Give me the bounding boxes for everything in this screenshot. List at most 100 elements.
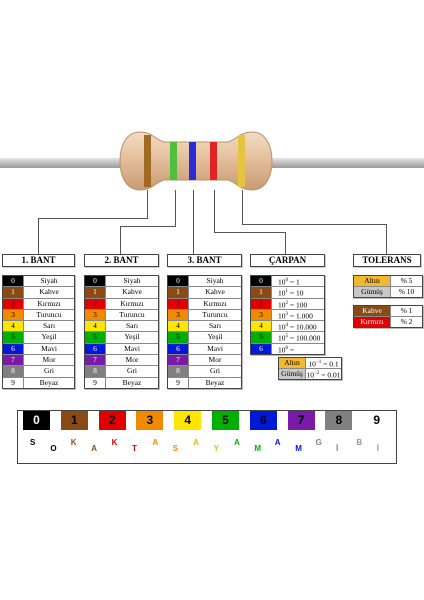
mnemonic-letter: S [30, 438, 36, 447]
table-row: 4 Sarı [85, 321, 158, 333]
digit-cell: 2 [98, 411, 126, 430]
multiplier-table: 0 100 = 1 1 101 = 10 2 102 = 100 3 103 = 1.000 4… [250, 275, 325, 365]
resistor-body [119, 131, 273, 191]
table-row: 2 Kırmızı [3, 298, 74, 310]
connector-2h [120, 226, 176, 227]
multiplier-title: ÇARPAN [250, 254, 325, 267]
color-name: Mor [125, 355, 139, 365]
color-name: Kahve [39, 287, 59, 297]
table-row: 1 Kahve [85, 287, 158, 299]
color-swatch: 5 [3, 332, 24, 343]
color-swatch: 0 [251, 276, 272, 287]
color-name: Turuncu [119, 309, 145, 319]
table-row: 2 102 = 100 [251, 298, 324, 310]
color-name: Sarı [125, 321, 139, 331]
digit-cell: 1 [60, 411, 88, 430]
connector-4v [285, 232, 286, 254]
mnemonic-letter: T [132, 444, 137, 453]
table-row: 9 Beyaz [85, 377, 158, 388]
color-swatch: 1 [168, 287, 189, 298]
table-row: 6 Mavi [168, 343, 241, 356]
mnemonic-letter: A [274, 438, 281, 447]
color-name: Yeşil [124, 332, 140, 342]
table-row: 7 Mor [85, 355, 158, 367]
band-green [170, 142, 177, 180]
table-row: 5 Yeşil [168, 332, 241, 344]
digit-cell: 8 [325, 411, 353, 430]
color-swatch: 4 [251, 321, 272, 332]
table-row: 5 105 = 100.000 [251, 332, 324, 344]
table-row: 4 Sarı [168, 321, 241, 333]
table-row: 0 100 = 1 [251, 276, 324, 288]
table-row: 8 Gri [168, 366, 241, 378]
color-swatch: 3 [251, 309, 272, 321]
table-row: 7 Mor [3, 355, 74, 367]
digit-cell: 7 [287, 411, 315, 430]
table-row: 0 Siyah [168, 276, 241, 288]
digit-cell: 0 [23, 411, 50, 430]
color-name: Mor [208, 355, 222, 365]
digit-cell: 4 [174, 411, 202, 430]
legend-label: Gümüş [279, 369, 306, 379]
tolerance-table-1: Altın % 5 Gümüş % 10 [353, 275, 423, 298]
table-row: 8 Gri [85, 366, 158, 378]
multiplier-value: 100 = 1 [278, 277, 300, 287]
table-row: Gümüş % 10 [354, 287, 422, 297]
color-swatch: 0 [85, 276, 106, 287]
mnemonic-letter: A [234, 438, 240, 447]
table-row: 3 103 = 1.000 [251, 309, 324, 322]
table-row: 8 Gri [3, 366, 74, 378]
color-swatch: 3 [168, 309, 189, 321]
band-brown [144, 135, 151, 187]
color-name: Gri [210, 366, 220, 376]
color-swatch: 7 [3, 355, 24, 366]
band-red [210, 142, 217, 180]
table-row: 2 Kırmızı [85, 298, 158, 310]
table-row: Altın 10−1 = 0.1 [279, 358, 341, 369]
color-name: Mavi [41, 343, 57, 353]
connector-5h [242, 224, 386, 225]
mnemonic-letter: A [152, 438, 159, 447]
table-row: 4 104 = 10.000 [251, 321, 324, 333]
table-row: 7 Mor [168, 355, 241, 367]
multiplier-value: 106 = 1.000.000 [278, 345, 308, 364]
multiplier-value: 104 = 10.000 [278, 322, 317, 332]
color-name: Beyaz [122, 377, 142, 387]
color-name: Siyah [206, 276, 224, 285]
color-swatch: 3 [3, 309, 24, 321]
multiplier-extra-table: Altın 10−1 = 0.1 Gümüş 10−2 = 0.01 [278, 357, 342, 380]
color-swatch: 6 [251, 343, 272, 355]
table-row: 0 Siyah [85, 276, 158, 288]
mnemonic-letter: B [356, 438, 363, 447]
connector-4h [214, 232, 285, 233]
color-swatch: 9 [85, 377, 106, 388]
table-row: 3 Turuncu [168, 309, 241, 322]
mnemonic-letter: G [315, 438, 322, 447]
connector-3 [193, 190, 194, 254]
legend-value: % 2 [400, 317, 413, 326]
color-name: Sarı [42, 321, 56, 331]
connector-4 [214, 190, 215, 232]
color-swatch: 8 [3, 366, 24, 377]
connector-5v [386, 224, 387, 254]
multiplier-value: 103 = 1.000 [278, 311, 313, 321]
color-name: Kırmızı [203, 298, 227, 308]
color-swatch: 7 [85, 355, 106, 366]
table-row: 9 Beyaz [3, 377, 74, 388]
table-row: 5 Yeşil [85, 332, 158, 344]
color-swatch: 3 [85, 309, 106, 321]
legend-value: % 5 [400, 276, 413, 285]
mnemonic-letter: O [50, 444, 57, 453]
color-name: Gri [127, 366, 137, 376]
color-swatch: 1 [85, 287, 106, 298]
legend-value: 10−1 = 0.1 [308, 359, 339, 369]
connector-2 [175, 190, 176, 226]
color-swatch: 2 [85, 298, 106, 309]
connector-2v [120, 226, 121, 254]
mnemonic-letter: A [91, 444, 97, 453]
digit-cell: 3 [136, 411, 164, 430]
mnemonic-letter: Y [213, 444, 219, 453]
legend-label: Altın [354, 276, 391, 286]
color-name: Yeşil [41, 332, 57, 342]
mnemonic-letter: K [70, 438, 77, 447]
